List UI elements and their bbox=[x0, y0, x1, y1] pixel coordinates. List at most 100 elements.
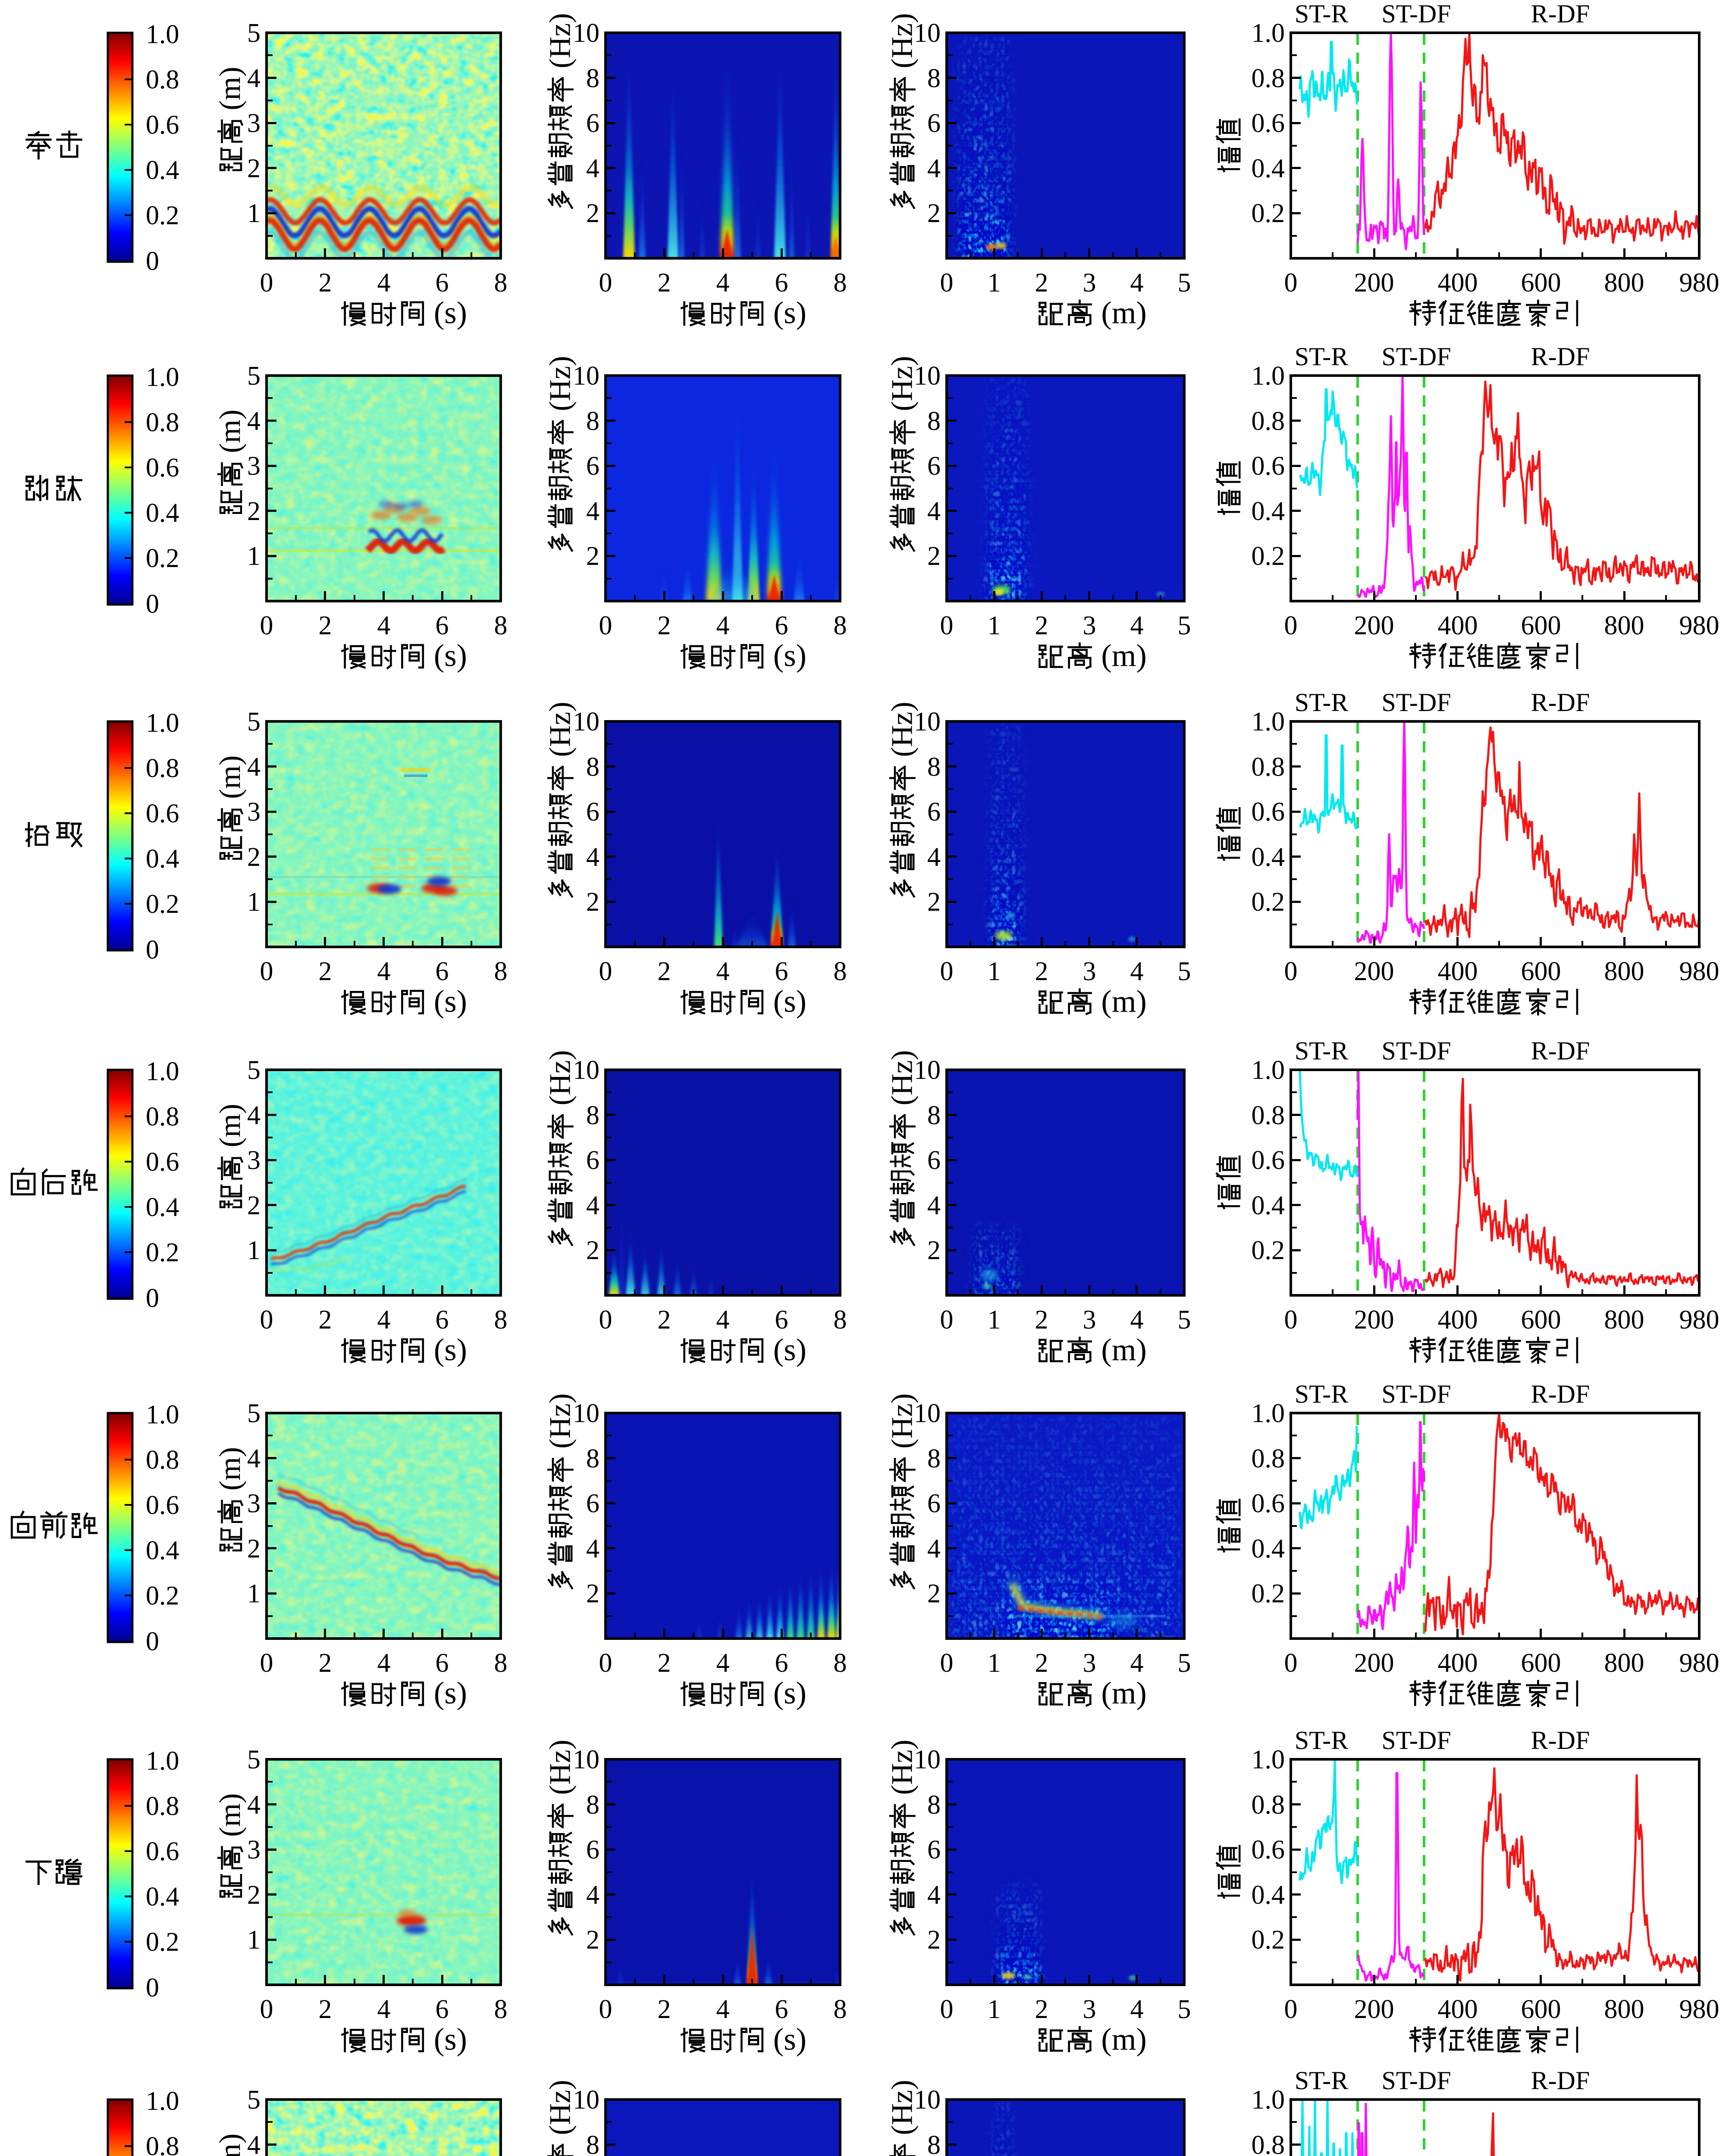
svg-text:6: 6 bbox=[436, 957, 449, 986]
svg-text:0: 0 bbox=[260, 1648, 273, 1678]
svg-text:0: 0 bbox=[940, 1648, 954, 1678]
svg-text:4: 4 bbox=[586, 154, 599, 183]
svg-text:4: 4 bbox=[927, 1534, 941, 1564]
svg-text:6: 6 bbox=[586, 1489, 599, 1518]
svg-text:8: 8 bbox=[494, 611, 508, 640]
svg-text:8: 8 bbox=[834, 611, 847, 640]
svg-text:8: 8 bbox=[586, 752, 599, 782]
svg-text:4: 4 bbox=[586, 497, 599, 526]
svg-text:1: 1 bbox=[988, 611, 1001, 640]
svg-text:4: 4 bbox=[377, 957, 391, 986]
svg-text:0.6: 0.6 bbox=[1252, 1835, 1285, 1865]
svg-text:ST-DF: ST-DF bbox=[1381, 688, 1451, 717]
svg-text:1.0: 1.0 bbox=[1252, 1745, 1285, 1774]
svg-text:0: 0 bbox=[260, 611, 273, 640]
svg-text:0: 0 bbox=[1284, 611, 1298, 640]
svg-text:0: 0 bbox=[940, 611, 954, 640]
svg-text:2: 2 bbox=[319, 957, 332, 986]
svg-text:1: 1 bbox=[247, 1236, 260, 1265]
svg-text:10: 10 bbox=[573, 1745, 599, 1774]
svg-text:5: 5 bbox=[1178, 957, 1191, 986]
svg-text:980: 980 bbox=[1679, 957, 1719, 986]
svg-text:8: 8 bbox=[834, 268, 847, 298]
svg-text:1.0: 1.0 bbox=[1252, 2085, 1285, 2115]
svg-text:(m): (m) bbox=[214, 1447, 247, 1491]
svg-text:(s): (s) bbox=[434, 638, 467, 673]
svg-text:0.4: 0.4 bbox=[146, 844, 179, 874]
svg-text:ST-DF: ST-DF bbox=[1381, 1726, 1451, 1755]
svg-text:ST-R: ST-R bbox=[1295, 688, 1349, 717]
svg-text:0: 0 bbox=[260, 1305, 273, 1335]
svg-text:8: 8 bbox=[927, 1444, 941, 1473]
svg-text:3: 3 bbox=[247, 109, 260, 138]
svg-text:200: 200 bbox=[1354, 611, 1394, 640]
svg-text:980: 980 bbox=[1679, 1648, 1719, 1678]
svg-text:0.2: 0.2 bbox=[146, 1927, 179, 1957]
svg-text:(s): (s) bbox=[434, 2021, 467, 2056]
svg-text:0.8: 0.8 bbox=[1252, 407, 1285, 436]
svg-text:5: 5 bbox=[1178, 1995, 1191, 2024]
svg-text:(s): (s) bbox=[434, 1332, 467, 1367]
svg-text:8: 8 bbox=[586, 64, 599, 93]
svg-text:0.2: 0.2 bbox=[146, 1581, 179, 1611]
svg-text:5: 5 bbox=[247, 707, 260, 736]
svg-text:2: 2 bbox=[927, 542, 941, 571]
svg-text:4: 4 bbox=[377, 611, 391, 640]
svg-text:8: 8 bbox=[834, 1305, 847, 1335]
svg-text:4: 4 bbox=[586, 1534, 599, 1564]
svg-text:1.0: 1.0 bbox=[146, 1746, 179, 1776]
svg-text:0: 0 bbox=[1284, 1305, 1298, 1335]
svg-text:4: 4 bbox=[247, 1101, 260, 1130]
svg-text:4: 4 bbox=[927, 1191, 941, 1220]
svg-text:ST-DF: ST-DF bbox=[1381, 342, 1451, 371]
svg-text:200: 200 bbox=[1354, 957, 1394, 986]
svg-text:0.6: 0.6 bbox=[1252, 1489, 1285, 1518]
svg-text:2: 2 bbox=[586, 887, 599, 917]
svg-text:0: 0 bbox=[1284, 268, 1298, 298]
svg-text:0.6: 0.6 bbox=[1252, 109, 1285, 138]
svg-text:400: 400 bbox=[1438, 1648, 1478, 1678]
svg-text:R-DF: R-DF bbox=[1531, 342, 1590, 371]
svg-text:(Hz): (Hz) bbox=[886, 1393, 919, 1448]
svg-text:6: 6 bbox=[586, 451, 599, 481]
svg-text:(m): (m) bbox=[214, 410, 247, 453]
svg-text:0: 0 bbox=[940, 1995, 954, 2024]
svg-text:0.8: 0.8 bbox=[1252, 2131, 1285, 2156]
svg-text:1.0: 1.0 bbox=[1252, 707, 1285, 736]
svg-text:4: 4 bbox=[247, 2131, 260, 2156]
svg-text:(s): (s) bbox=[773, 295, 806, 330]
svg-text:6: 6 bbox=[775, 611, 788, 640]
svg-text:10: 10 bbox=[914, 707, 941, 736]
svg-text:ST-R: ST-R bbox=[1295, 0, 1349, 28]
svg-text:4: 4 bbox=[716, 1995, 730, 2024]
svg-text:4: 4 bbox=[1130, 268, 1144, 298]
svg-text:3: 3 bbox=[1083, 1305, 1096, 1335]
svg-text:10: 10 bbox=[914, 361, 941, 391]
svg-text:0.6: 0.6 bbox=[146, 1147, 179, 1177]
svg-text:5: 5 bbox=[1178, 611, 1191, 640]
svg-text:6: 6 bbox=[927, 1835, 941, 1865]
svg-text:2: 2 bbox=[1035, 611, 1048, 640]
svg-text:0.2: 0.2 bbox=[146, 544, 179, 573]
svg-text:1.0: 1.0 bbox=[1252, 1056, 1285, 1085]
svg-text:0: 0 bbox=[599, 1305, 612, 1335]
svg-text:10: 10 bbox=[573, 361, 599, 391]
svg-text:0: 0 bbox=[1284, 1995, 1298, 2024]
svg-text:3: 3 bbox=[247, 1489, 260, 1518]
svg-text:980: 980 bbox=[1679, 611, 1719, 640]
svg-text:2: 2 bbox=[658, 268, 671, 298]
svg-text:1: 1 bbox=[247, 542, 260, 571]
svg-text:5: 5 bbox=[1178, 1648, 1191, 1678]
svg-text:2: 2 bbox=[586, 1579, 599, 1608]
svg-text:8: 8 bbox=[586, 1101, 599, 1130]
svg-text:3: 3 bbox=[1083, 957, 1096, 986]
svg-text:ST-DF: ST-DF bbox=[1381, 1380, 1451, 1408]
svg-text:8: 8 bbox=[494, 957, 508, 986]
svg-text:2: 2 bbox=[319, 611, 332, 640]
svg-text:0.6: 0.6 bbox=[146, 1837, 179, 1866]
svg-text:0: 0 bbox=[146, 1627, 159, 1656]
svg-text:(Hz): (Hz) bbox=[544, 356, 577, 411]
svg-text:0.4: 0.4 bbox=[146, 1536, 179, 1565]
svg-text:ST-R: ST-R bbox=[1295, 2066, 1349, 2095]
svg-text:4: 4 bbox=[1130, 611, 1144, 640]
